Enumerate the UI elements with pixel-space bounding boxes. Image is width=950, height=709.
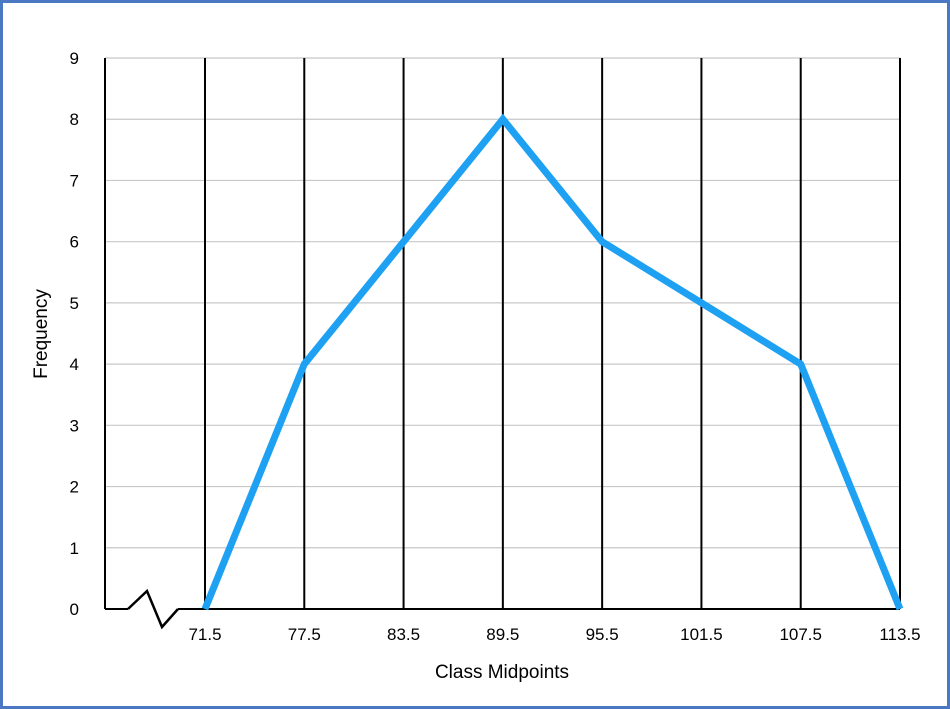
x-tick-label: 101.5 (680, 625, 723, 644)
y-tick-label: 3 (70, 416, 79, 435)
axes (104, 58, 900, 630)
axis-break-symbol (127, 588, 179, 630)
series-line (201, 113, 904, 611)
vertical-gridlines (204, 58, 901, 609)
x-tick-label: 89.5 (486, 625, 519, 644)
y-axis-label: Frequency (31, 289, 52, 379)
x-axis-label: Class Midpoints (435, 662, 569, 683)
y-tick-label: 9 (70, 49, 79, 68)
x-tick-labels: 71.5 77.5 83.5 89.5 95.5 101.5 107.5 113.5 (188, 625, 920, 644)
x-tick-label: 113.5 (879, 625, 920, 644)
y-tick-label: 0 (70, 600, 79, 619)
x-tick-label: 95.5 (586, 625, 619, 644)
series (201, 113, 904, 611)
y-tick-label: 2 (70, 478, 79, 497)
x-tick-label: 83.5 (387, 625, 420, 644)
y-tick-label: 8 (70, 110, 79, 129)
x-tick-label: 107.5 (779, 625, 822, 644)
y-tick-label: 1 (70, 539, 79, 558)
x-tick-label: 77.5 (288, 625, 321, 644)
y-tick-label: 5 (70, 294, 79, 313)
y-tick-label: 7 (70, 171, 79, 190)
x-tick-label: 71.5 (188, 625, 221, 644)
y-tick-label: 4 (70, 355, 79, 374)
y-tick-label: 6 (70, 233, 79, 252)
y-tick-labels: 0 1 2 3 4 5 6 7 8 9 (70, 49, 79, 619)
